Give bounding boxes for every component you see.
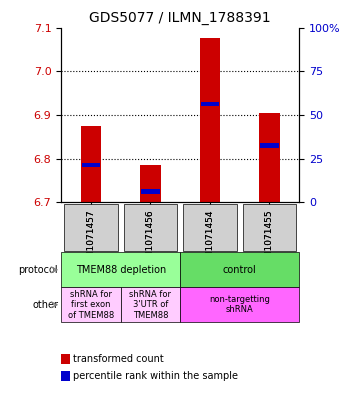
Bar [200,39,220,202]
Bar [141,189,160,194]
Text: GSM1071455: GSM1071455 [265,210,274,270]
Bar [82,163,100,167]
Bar [140,165,161,202]
Bar [259,113,280,202]
Text: shRNA for
first exon
of TMEM88: shRNA for first exon of TMEM88 [68,290,114,320]
Text: protocol: protocol [19,265,58,275]
Text: GSM1071456: GSM1071456 [146,210,155,270]
Text: percentile rank within the sample: percentile rank within the sample [73,371,238,382]
FancyBboxPatch shape [180,252,299,287]
Text: GSM1071457: GSM1071457 [86,210,96,270]
FancyBboxPatch shape [180,287,299,322]
Text: transformed count: transformed count [73,354,164,364]
Text: shRNA for
3'UTR of
TMEM88: shRNA for 3'UTR of TMEM88 [130,290,171,320]
FancyBboxPatch shape [121,287,180,322]
Text: GSM1071455: GSM1071455 [265,210,274,270]
FancyBboxPatch shape [61,252,180,287]
FancyBboxPatch shape [124,204,177,251]
Text: control: control [223,265,257,275]
FancyBboxPatch shape [64,204,118,251]
Text: GSM1071457: GSM1071457 [86,210,96,270]
Bar [260,143,279,148]
Bar [81,126,101,202]
Text: GSM1071456: GSM1071456 [146,210,155,270]
FancyBboxPatch shape [243,204,296,251]
Text: GSM1071454: GSM1071454 [205,210,215,270]
Text: non-targetting
shRNA: non-targetting shRNA [209,295,270,314]
Text: GSM1071454: GSM1071454 [205,210,215,270]
Text: other: other [32,300,58,310]
FancyBboxPatch shape [61,287,121,322]
FancyBboxPatch shape [183,204,237,251]
Text: TMEM88 depletion: TMEM88 depletion [75,265,166,275]
Title: GDS5077 / ILMN_1788391: GDS5077 / ILMN_1788391 [89,11,271,25]
Bar [201,102,219,106]
